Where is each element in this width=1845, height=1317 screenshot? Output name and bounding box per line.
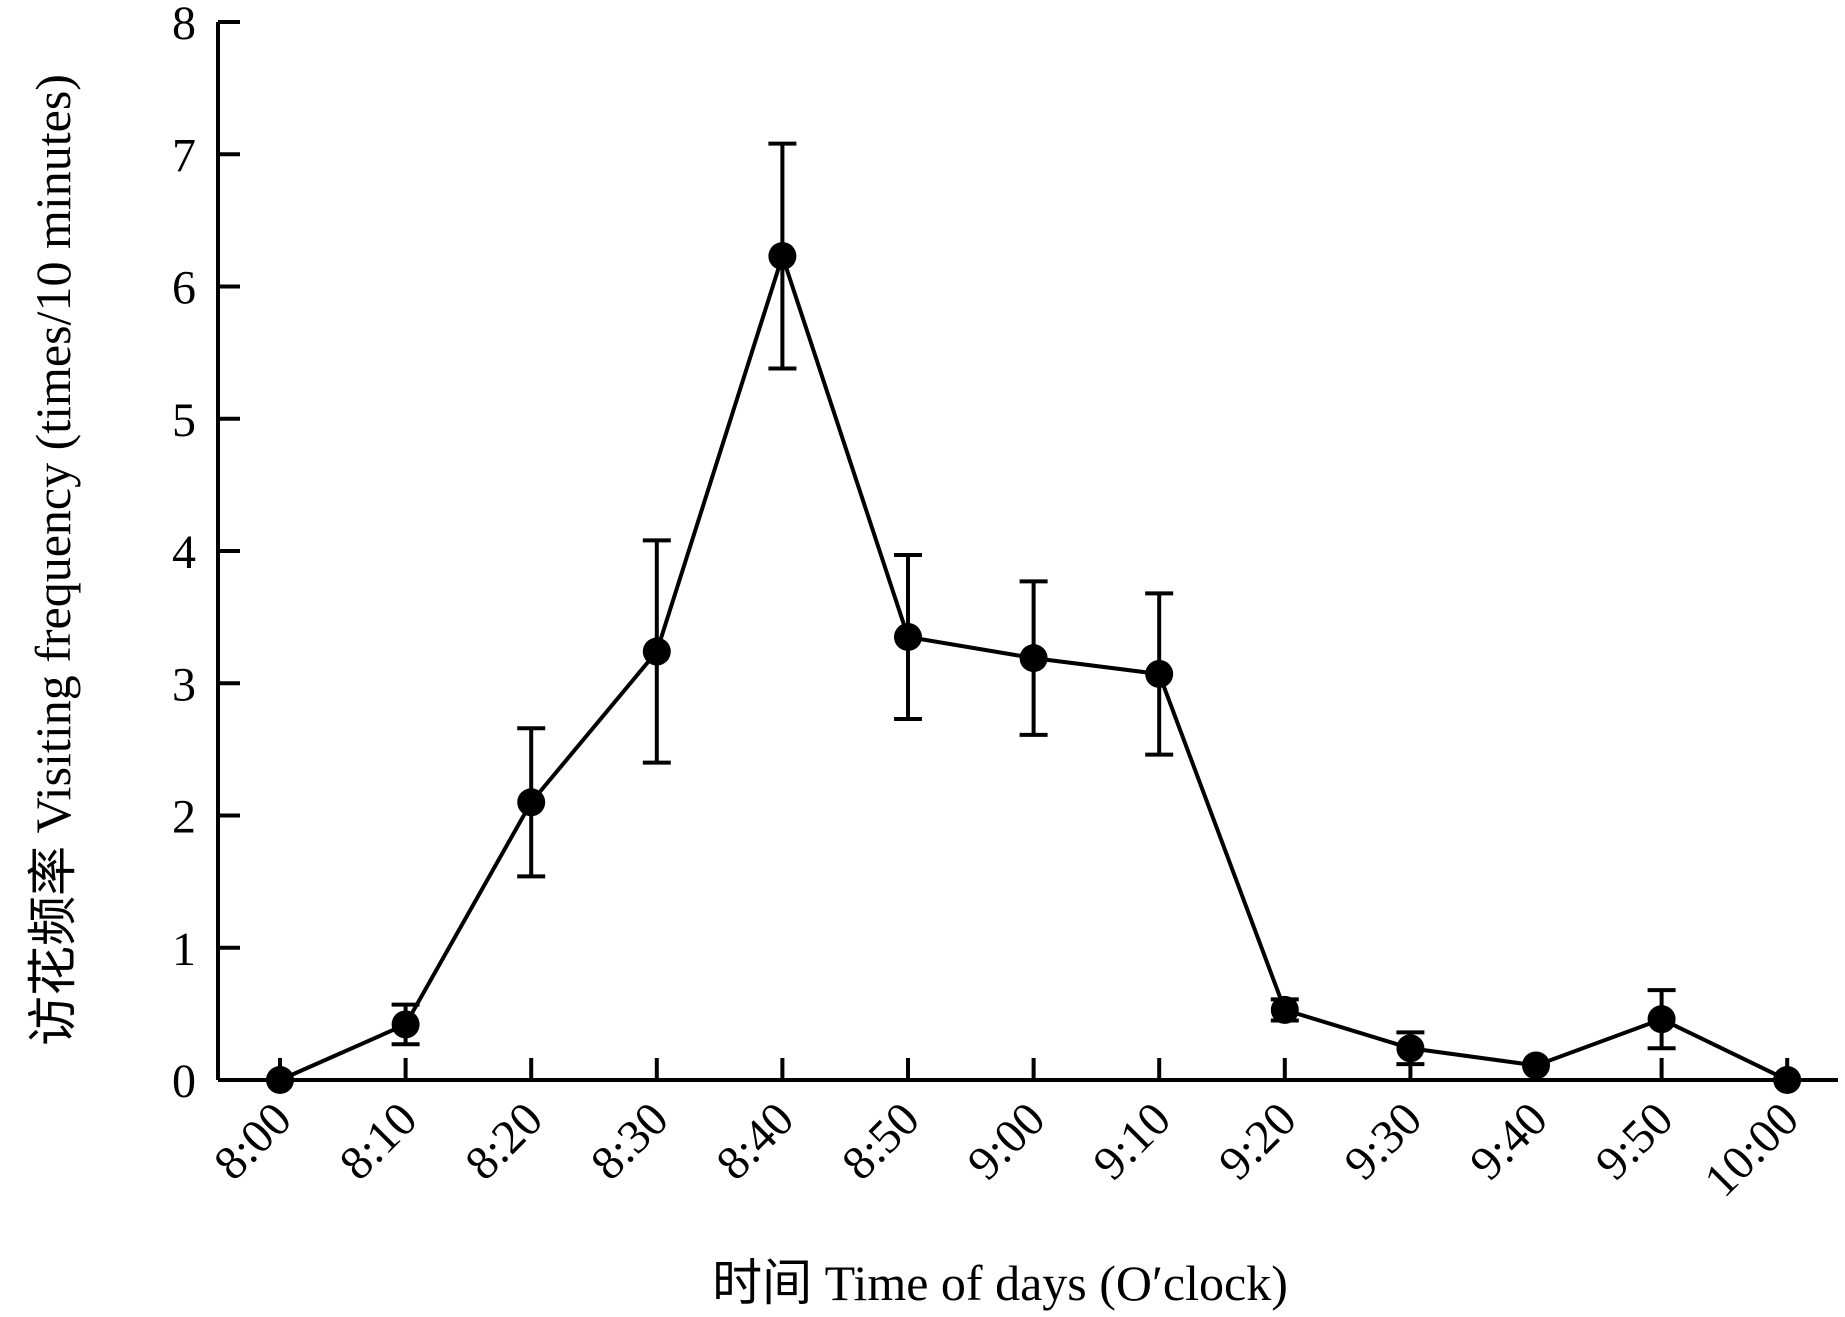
- x-axis-title: 时间 Time of days (O′clock): [712, 1255, 1288, 1311]
- y-tick-label: 3: [172, 658, 196, 711]
- x-tick-label: 8:30: [581, 1092, 679, 1190]
- y-tick-label: 5: [172, 394, 196, 447]
- data-point: [1396, 1034, 1425, 1063]
- y-tick-label: 1: [172, 923, 196, 976]
- y-tick-label: 2: [172, 791, 196, 844]
- y-tick-label: 8: [172, 0, 196, 50]
- data-point: [1647, 1005, 1676, 1034]
- x-tick-label: 8:10: [330, 1092, 428, 1190]
- x-tick-label: 8:20: [455, 1092, 553, 1190]
- x-tick-label: 9:20: [1209, 1092, 1307, 1190]
- y-tick-label: 6: [172, 262, 196, 315]
- data-point: [1773, 1066, 1802, 1094]
- y-axis-title: 访花频率 Visiting frequency (times/10 minute…: [25, 74, 81, 1046]
- x-tick-label: 9:00: [958, 1092, 1056, 1190]
- data-point: [768, 242, 797, 271]
- x-tick-label: 8:40: [706, 1092, 804, 1190]
- x-tick-label: 9:30: [1334, 1092, 1432, 1190]
- y-tick-label: 4: [172, 526, 196, 579]
- x-tick-label: 9:40: [1460, 1092, 1558, 1190]
- y-tick-label: 0: [172, 1055, 196, 1108]
- y-tick-label: 7: [172, 129, 196, 182]
- data-point: [1019, 644, 1048, 673]
- data-point: [391, 1010, 420, 1039]
- x-tick-label: 10:00: [1694, 1092, 1809, 1207]
- x-tick-label: 8:50: [832, 1092, 930, 1190]
- x-tick-label: 9:10: [1083, 1092, 1181, 1190]
- y-axis-ticks: 0 1 2 3 4 5 6 7 8: [172, 0, 240, 1108]
- series-group: [266, 141, 1802, 1094]
- data-point: [1522, 1051, 1550, 1080]
- x-tick-label: 8:00: [204, 1092, 302, 1190]
- data-point: [642, 637, 671, 666]
- data-point: [1145, 659, 1174, 688]
- data-point: [1270, 995, 1299, 1024]
- data-point: [266, 1066, 294, 1094]
- x-tick-label: 9:50: [1586, 1092, 1684, 1190]
- data-point: [894, 622, 922, 651]
- data-point: [517, 788, 546, 817]
- axes: [216, 22, 1838, 1082]
